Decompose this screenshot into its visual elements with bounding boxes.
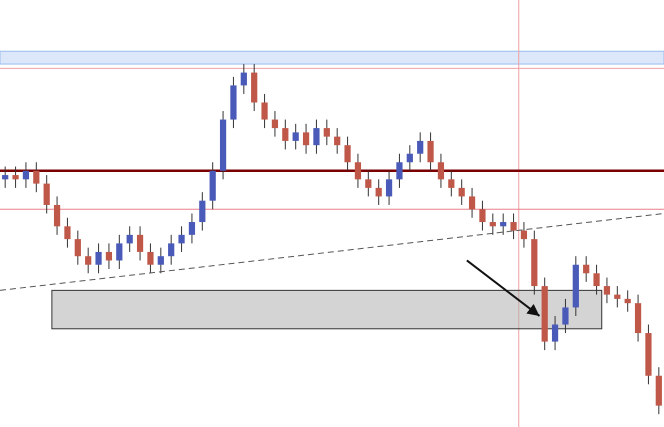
candle-body: [531, 239, 538, 287]
candle-body: [188, 222, 196, 235]
candle-body: [261, 102, 268, 120]
candle-body: [603, 286, 611, 295]
candle-body: [199, 200, 206, 223]
trendline: [0, 213, 664, 291]
candle-body: [520, 230, 528, 240]
candle-body: [74, 239, 81, 257]
candle-body: [385, 179, 393, 197]
candle-body: [655, 375, 662, 406]
candle-body: [500, 222, 507, 227]
candle-body: [365, 179, 372, 188]
candle-body: [375, 187, 382, 197]
candle-body: [12, 175, 19, 180]
candle-body: [344, 145, 351, 163]
candle-body: [157, 256, 164, 265]
price-band: [0, 50, 664, 65]
candle-body: [22, 170, 30, 180]
candle-body: [302, 132, 310, 146]
candle-body: [406, 153, 413, 163]
candle-body: [458, 187, 465, 197]
candle-body: [593, 273, 600, 287]
candle-body: [230, 85, 237, 120]
candle-body: [510, 222, 517, 231]
candle-body: [479, 209, 486, 223]
candle-body: [313, 128, 320, 146]
candle-body: [95, 251, 102, 265]
candle-body: [219, 119, 227, 171]
candle-body: [572, 264, 579, 308]
candle-body: [105, 251, 113, 261]
candle-body: [53, 204, 61, 227]
candle-body: [437, 162, 445, 180]
candle-body: [645, 333, 652, 376]
candle-body: [2, 175, 9, 180]
candle-body: [334, 136, 341, 146]
candle-body: [251, 72, 258, 103]
candle-body: [354, 162, 362, 180]
candle-body: [489, 222, 496, 227]
candle-body: [271, 119, 279, 129]
candle-body: [209, 170, 216, 201]
candle-body: [614, 294, 621, 299]
candle-body: [427, 140, 434, 163]
candle-body: [624, 298, 631, 304]
candle-body: [282, 128, 289, 141]
candle-body: [541, 286, 548, 342]
candle-body: [85, 256, 92, 265]
candle-body: [396, 162, 403, 180]
candle-body: [168, 243, 175, 257]
candle-body: [240, 72, 247, 86]
arrow: [466, 259, 541, 317]
candle-body: [136, 234, 144, 252]
candle-body: [551, 324, 559, 342]
candle-body: [634, 303, 642, 334]
candle-body: [448, 179, 455, 188]
supply-zone: [51, 289, 603, 330]
candle-body: [43, 183, 50, 205]
candle-body: [64, 226, 71, 240]
candle-body: [468, 196, 476, 210]
candle-body: [178, 234, 185, 244]
candle-body: [583, 264, 590, 274]
candle-body: [323, 128, 330, 137]
candle-body: [147, 251, 154, 265]
candle-body: [292, 132, 299, 141]
candle-body: [33, 170, 40, 184]
candle-body: [116, 243, 123, 261]
candle-body: [562, 307, 569, 325]
candle-body: [417, 140, 424, 154]
candle-body: [126, 234, 133, 244]
